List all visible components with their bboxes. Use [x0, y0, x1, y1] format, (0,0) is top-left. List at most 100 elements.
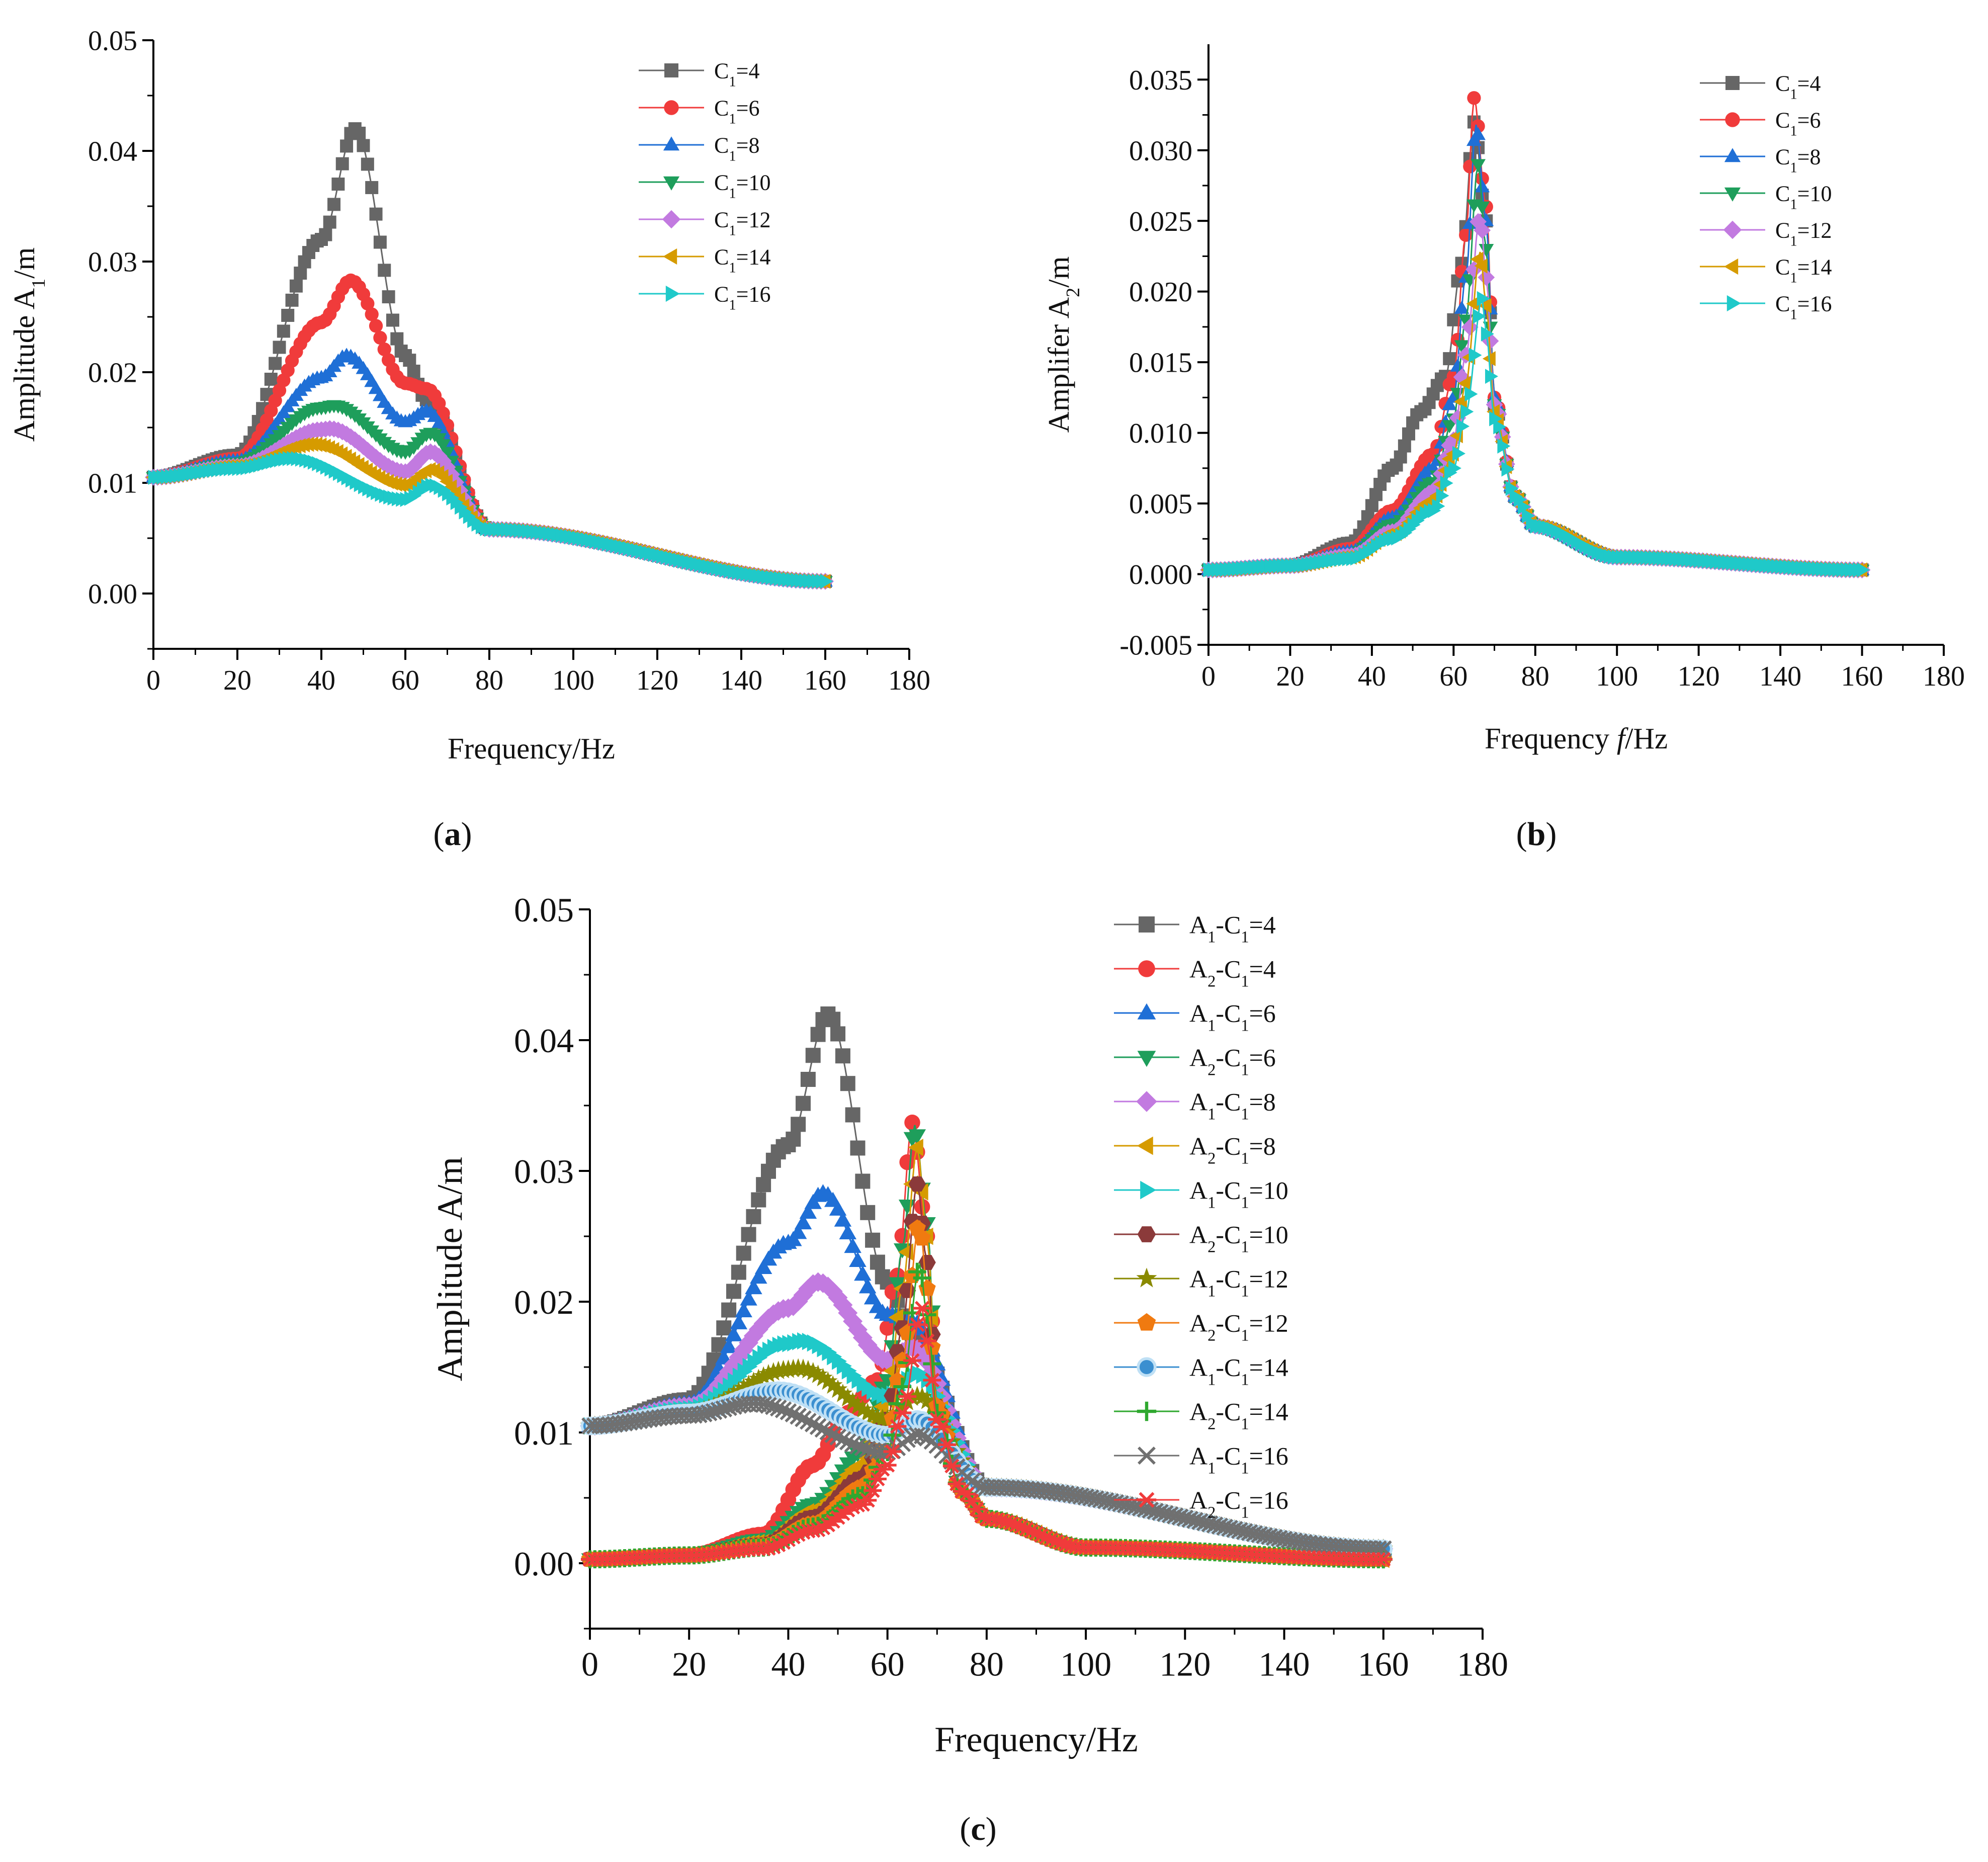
data-point — [818, 1371, 838, 1390]
legend-marker — [1137, 1051, 1156, 1067]
data-point — [281, 309, 295, 322]
data-point — [361, 157, 374, 171]
data-point — [760, 1397, 777, 1414]
data-point — [1433, 465, 1450, 482]
legend-marker — [665, 285, 680, 302]
data-point — [319, 228, 332, 241]
data-point — [839, 1433, 856, 1451]
data-point — [1501, 461, 1515, 477]
data-point — [889, 1277, 906, 1293]
data-point — [1471, 159, 1486, 173]
x-tick-label: 160 — [804, 665, 846, 696]
data-point — [1489, 411, 1503, 427]
data-point — [898, 1323, 916, 1340]
y-tick-label: 0.010 — [1129, 418, 1192, 449]
plot-area — [580, 1006, 1394, 1569]
data-point — [1518, 499, 1531, 515]
x-axis-label: Frequency/Hz — [448, 732, 615, 765]
legend-marker — [1140, 1180, 1157, 1200]
data-point — [938, 1437, 956, 1452]
legend-item: C1=16 — [639, 282, 770, 313]
data-point — [335, 157, 349, 171]
series-line — [1208, 98, 1862, 571]
data-point — [1176, 1509, 1194, 1527]
legend-item: C1=6 — [639, 96, 759, 127]
y-axis-label: Amplifer A2/m — [1043, 257, 1084, 433]
x-tick-label: 0 — [146, 665, 160, 696]
data-point — [758, 1364, 779, 1383]
data-point — [918, 1333, 936, 1348]
data-point — [440, 447, 455, 460]
data-point — [849, 1437, 867, 1455]
data-point — [1181, 1510, 1199, 1528]
data-point — [289, 279, 303, 293]
series-13 — [581, 1395, 1392, 1558]
x-tick-label: 20 — [672, 1645, 706, 1683]
legend-item: C1=10 — [639, 170, 770, 201]
legend-marker — [1139, 916, 1155, 933]
x-tick-label: 40 — [771, 1645, 805, 1683]
legend-item: C1=4 — [639, 58, 759, 90]
data-point — [754, 1258, 772, 1274]
legend-label: A2-C1=14 — [1189, 1398, 1288, 1433]
series-14 — [581, 1301, 1393, 1567]
data-point — [908, 1176, 926, 1192]
data-point — [823, 1375, 843, 1394]
series-line — [153, 128, 825, 582]
data-point — [1454, 340, 1470, 354]
data-point — [739, 1375, 758, 1393]
data-point — [1475, 179, 1490, 193]
legend-label: C1=4 — [1775, 71, 1821, 102]
data-point — [1457, 347, 1475, 364]
data-point — [382, 290, 395, 304]
data-point — [913, 1268, 931, 1287]
data-point — [1458, 314, 1474, 328]
data-point — [407, 364, 420, 378]
data-point — [756, 1177, 771, 1193]
y-tick-label: 0.015 — [1129, 348, 1192, 379]
y-tick-label: 0.005 — [1129, 489, 1192, 520]
data-point — [883, 1444, 902, 1459]
data-point — [357, 139, 370, 152]
data-point — [894, 1228, 910, 1244]
data-point — [740, 1290, 757, 1306]
data-point — [845, 1107, 860, 1123]
data-point — [908, 1138, 923, 1156]
data-point — [1454, 300, 1470, 314]
legend-item: A2-C1=8 — [1114, 1132, 1276, 1168]
data-point — [1236, 1523, 1253, 1540]
legend-label: A1-C1=12 — [1189, 1265, 1288, 1301]
data-point — [897, 1392, 917, 1410]
data-point — [913, 1229, 931, 1246]
x-tick-label: 100 — [552, 665, 594, 696]
data-point — [913, 1183, 928, 1201]
data-point — [285, 293, 299, 307]
data-point — [1471, 127, 1486, 140]
plot-area — [145, 122, 834, 590]
data-point — [1157, 1505, 1174, 1522]
data-point — [753, 1366, 773, 1385]
panel-b: 0 20 40 60 80 100 120 140 160 180-0.0050.0000.005… — [1043, 44, 1965, 853]
data-point — [800, 1072, 816, 1087]
series-line — [1208, 124, 1862, 571]
legend-marker — [1137, 1313, 1156, 1331]
y-tick-label: 0.04 — [514, 1022, 574, 1060]
x-tick-label: 180 — [1457, 1645, 1508, 1683]
legend-marker — [1137, 1401, 1157, 1421]
legend-item: A2-C1=4 — [1114, 955, 1276, 991]
x-tick-label: 120 — [636, 665, 678, 696]
data-point — [1374, 1552, 1393, 1567]
data-point — [908, 1426, 926, 1444]
data-point — [1453, 394, 1467, 409]
legend-label: A2-C1=8 — [1189, 1132, 1276, 1168]
legend-label: A1-C1=16 — [1189, 1442, 1288, 1478]
data-point — [1440, 475, 1453, 491]
data-point — [857, 1402, 878, 1421]
legend-item: C1=16 — [1700, 291, 1832, 322]
x-tick-label: 0 — [1201, 661, 1216, 692]
y-axis-label: Amplitude A/m — [430, 1157, 470, 1381]
legend-marker — [1724, 187, 1741, 202]
data-point — [765, 1398, 782, 1415]
data-point — [790, 1407, 807, 1425]
data-point — [933, 1419, 952, 1434]
